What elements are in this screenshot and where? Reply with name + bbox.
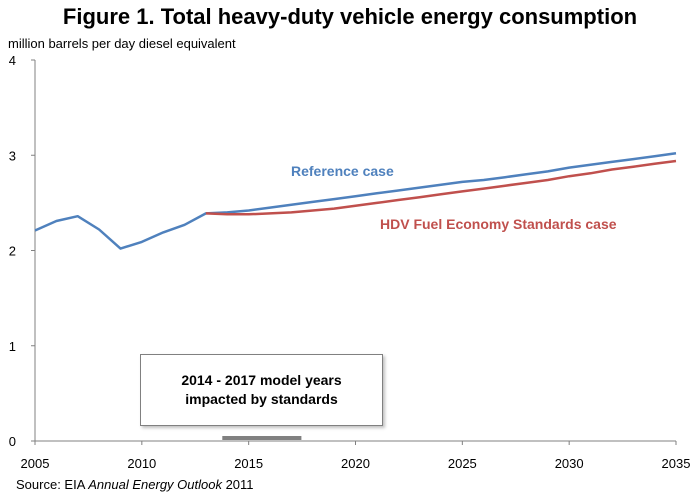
annotation-box: 2014 - 2017 model years impacted by stan… [140,354,383,426]
annotation-line-1: 2014 - 2017 model years [181,372,342,388]
y-tick-label: 0 [9,434,16,449]
source-suffix: 2011 [221,477,254,492]
series-line-1 [205,159,677,216]
source-publication: Annual Energy Outlook [88,477,222,492]
model-years-range-bar [222,436,302,440]
chart-title: Figure 1. Total heavy-duty vehicle energ… [62,4,638,29]
axes: 0 1 2 3 4 2005 2010 2015 2020 2025 2030 2035 [9,53,691,471]
x-tick-label: 2035 [662,456,691,471]
x-tick-label: 2015 [234,456,263,471]
x-tick-label: 2025 [448,456,477,471]
series-line-0 [34,152,677,250]
x-tick-label: 2005 [21,456,50,471]
source-note: Source: EIA Annual Energy Outlook 2011 [16,477,254,492]
y-tick-label: 1 [9,339,16,354]
model-years-highlight [222,436,302,440]
source-prefix: Source: EIA [16,477,89,492]
series-label-reference-case: Reference case [291,163,394,179]
x-tick-label: 2020 [341,456,370,471]
series-lines [34,152,677,250]
annotation-line-2: impacted by standards [185,391,338,407]
series-label-hdv-standards-case: HDV Fuel Economy Standards case [380,216,617,232]
x-tick-label: 2030 [555,456,584,471]
y-tick-label: 2 [9,244,16,259]
y-axis-label: million barrels per day diesel equivalen… [8,36,236,51]
y-tick-label: 3 [9,148,16,163]
y-tick-label: 4 [9,53,16,68]
x-tick-label: 2010 [127,456,156,471]
